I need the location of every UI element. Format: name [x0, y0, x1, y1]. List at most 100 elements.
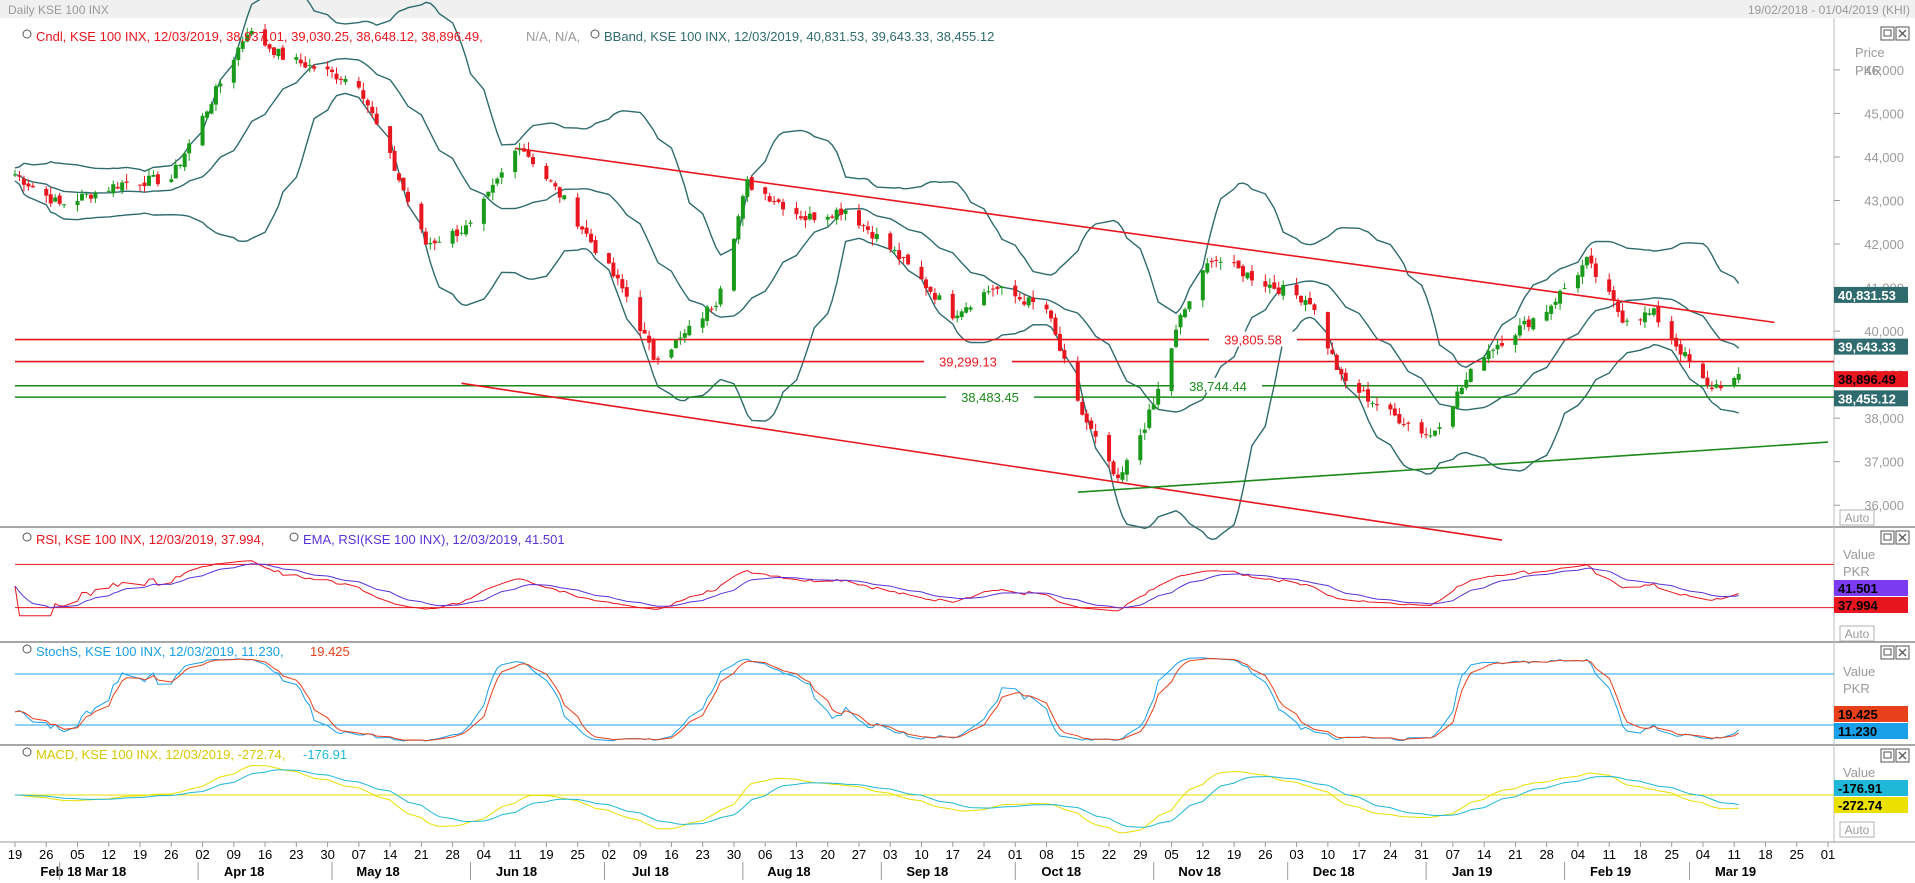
candle-body [1397, 414, 1402, 424]
x-tick-label: 11 [1727, 847, 1741, 862]
candle-body [1651, 308, 1656, 315]
candle-body [1178, 314, 1183, 328]
candle-body [93, 192, 98, 199]
candle-body [1642, 312, 1647, 323]
candle-body [928, 286, 933, 292]
trendlines[interactable] [461, 147, 1829, 541]
auto-scale-button[interactable] [1839, 821, 1875, 838]
price-legend[interactable]: Cndl, KSE 100 INX, 12/03/2019, 38,937.01… [22, 29, 994, 44]
x-tick-label: 11 [1602, 847, 1616, 862]
macd-pane[interactable] [14, 765, 1834, 834]
restore-icon[interactable] [1880, 26, 1895, 41]
candle-body [1517, 325, 1522, 336]
candle-body [919, 266, 924, 280]
x-tick-label: 19 [1227, 847, 1241, 862]
candle-body [584, 227, 589, 234]
candle-body [526, 150, 531, 157]
candle-body [1611, 290, 1616, 301]
candle-body [213, 86, 218, 105]
bband-upper [14, 0, 1740, 368]
auto-scale-button[interactable] [1839, 625, 1875, 642]
legend-toggle-icon[interactable] [289, 532, 299, 542]
candle-body [982, 292, 987, 305]
candle-body [923, 279, 928, 289]
legend-toggle-icon[interactable] [22, 532, 32, 542]
candle-body [84, 193, 89, 195]
candle-body [763, 187, 768, 194]
candle-body [1245, 272, 1250, 279]
rsi-pane-buttons[interactable] [1880, 530, 1910, 545]
candle-body [736, 216, 741, 240]
x-tick-label: 02 [195, 847, 209, 862]
x-tick-label: 07 [352, 847, 366, 862]
rsi-pane[interactable] [14, 560, 1834, 617]
candle-body [1214, 260, 1219, 262]
level-label: 39,299.13 [939, 355, 997, 370]
x-tick-label: 14 [1477, 847, 1491, 862]
candle-body [682, 333, 687, 338]
stoch-pane-buttons[interactable] [1880, 645, 1910, 660]
candle-body [830, 216, 835, 218]
legend-toggle-icon[interactable] [22, 747, 32, 757]
candle-body [807, 213, 812, 220]
restore-icon[interactable] [1880, 530, 1895, 545]
candle-body [553, 183, 558, 187]
candle-body [240, 41, 245, 49]
restore-icon[interactable] [1880, 748, 1895, 763]
candle-body [606, 253, 611, 264]
legend-toggle-icon[interactable] [22, 29, 32, 39]
restore-icon[interactable] [1880, 645, 1895, 660]
candle-body [1459, 387, 1464, 394]
candle-body [968, 307, 973, 310]
x-month-label: Feb 19 [1590, 864, 1631, 879]
candle-body [303, 62, 308, 68]
legend-toggle-icon[interactable] [22, 644, 32, 654]
candle-body [1281, 284, 1286, 296]
candle-body [88, 194, 93, 199]
x-tick-label: 10 [1321, 847, 1335, 862]
candle-body [1683, 352, 1688, 357]
price-pane-buttons[interactable] [1880, 26, 1910, 41]
x-axis[interactable]: 19 26 05 12 19 26 02 09 16 23 30 07 14 21 28 04 11 19 25 02… [8, 842, 1835, 880]
auto-scale-button[interactable] [1839, 509, 1875, 526]
candle-body [1053, 317, 1058, 335]
candle-body [486, 191, 491, 197]
candle-body [740, 196, 745, 219]
macd-pane-buttons[interactable] [1880, 748, 1910, 763]
candle-body [749, 177, 754, 190]
x-tick-label: 01 [1008, 847, 1022, 862]
stoch-legend[interactable]: StochS, KSE 100 INX, 12/03/2019, 11.230,… [22, 644, 350, 659]
rsi-legend[interactable]: RSI, KSE 100 INX, 12/03/2019, 37.994, EM… [22, 532, 565, 547]
x-month-label: Mar 19 [1715, 864, 1756, 879]
candle-body [678, 337, 683, 339]
candle-body [986, 291, 991, 293]
x-month-label: Mar 18 [85, 864, 126, 879]
candle-body [772, 201, 777, 203]
level-label-bg [1174, 377, 1262, 393]
candle-body [1531, 318, 1536, 330]
candle-body [245, 34, 250, 42]
candle-body [1522, 320, 1527, 325]
candle-body [468, 222, 473, 224]
candle-body [13, 174, 17, 176]
x-tick-label: 04 [1571, 847, 1585, 862]
macd-legend[interactable]: MACD, KSE 100 INX, 12/03/2019, -272.74, … [22, 747, 347, 762]
level-label: 38,483.45 [961, 390, 1019, 405]
candle-body [1200, 270, 1205, 301]
candle-body [218, 83, 223, 87]
candlesticks [13, 23, 1741, 483]
candle-body [1142, 429, 1147, 433]
stoch-k-tag-text: 11.230 [1838, 724, 1877, 739]
stoch-d-tag [1834, 706, 1908, 722]
x-tick-label: 07 [1446, 847, 1460, 862]
candle-body [1584, 257, 1589, 266]
stochastic-pane[interactable] [14, 657, 1834, 742]
legend-toggle-icon[interactable] [590, 29, 600, 39]
price-pane[interactable]: 39,805.58 39,299.13 38,744.44 38,483.45 [13, 0, 1834, 541]
candle-body [1299, 295, 1304, 303]
x-tick-label: 09 [633, 847, 647, 862]
candle-body [776, 199, 781, 202]
candle-body [62, 204, 67, 206]
candle-body [1482, 357, 1487, 371]
